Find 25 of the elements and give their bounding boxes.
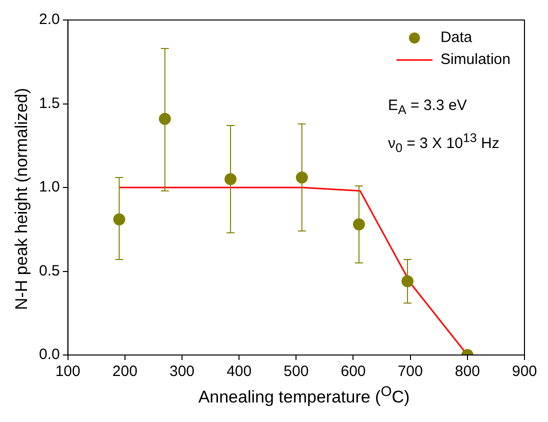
annotation: ν$_{0}$ = 3 X 10$^{13}$ Hz <box>388 130 500 157</box>
legend-label: Simulation <box>440 51 510 68</box>
point <box>296 171 308 184</box>
y-tick-label: 2.0 <box>38 11 60 28</box>
point <box>352 218 365 230</box>
x-axis-title: Annealing temperature ($^{O}$C) <box>197 384 411 408</box>
y-tick-label: 1.0 <box>38 178 60 196</box>
x-tick-label: 800 <box>454 363 480 380</box>
point <box>158 112 171 125</box>
annotation: E$_{A}$ = 3.3 eV <box>388 96 468 119</box>
x-tick-label: 100 <box>55 363 80 380</box>
x-tick-label: 200 <box>112 363 138 380</box>
point <box>401 275 414 288</box>
y-tick-label: 0.0 <box>38 346 60 364</box>
legend-label: Data <box>440 29 473 46</box>
x-tick-label: 700 <box>398 363 423 380</box>
y-tick-label: 1.5 <box>38 94 60 112</box>
point <box>224 173 237 186</box>
x-tick-label: 900 <box>512 363 537 380</box>
x-tick-label: 300 <box>169 363 195 380</box>
x-tick-label: 600 <box>340 363 366 380</box>
y-tick-label: 0.5 <box>38 262 60 280</box>
x-tick-label: 400 <box>226 363 252 380</box>
x-tick-label: 500 <box>284 363 309 380</box>
y-axis-title: N-H peak height (normalized) <box>12 87 32 310</box>
